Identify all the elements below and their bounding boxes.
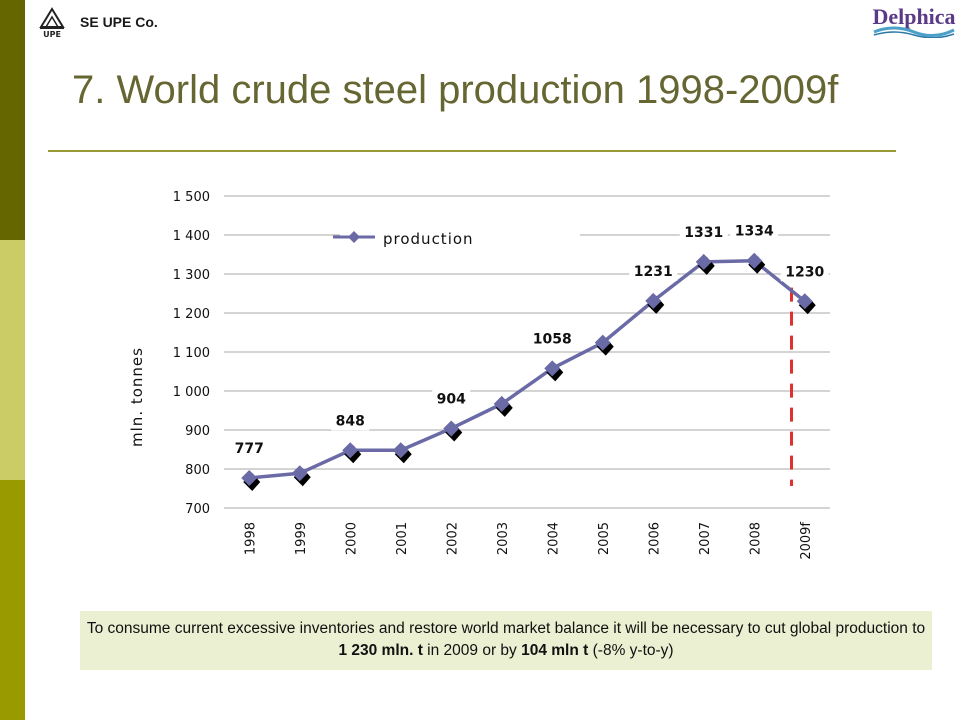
data-point [342, 442, 359, 459]
company-logo-text: UPE [43, 30, 61, 39]
y-axis-ticks: 700 800 900 1 000 1 100 1 200 1 300 1 400 1 500 [173, 190, 210, 517]
data-label: 1231 [634, 264, 673, 280]
wave-icon [873, 26, 955, 38]
series-line [249, 258, 806, 480]
data-point [594, 334, 611, 351]
x-tick-label: 2003 [496, 522, 511, 555]
x-tick-label: 2009f [799, 522, 814, 560]
data-point [291, 465, 308, 482]
brand-name: Delphica [872, 4, 956, 29]
data-point [241, 469, 258, 486]
y-tick-label: 900 [185, 424, 210, 439]
page-title: 7. World crude steel production 1998-200… [72, 68, 839, 112]
data-label: 1331 [684, 225, 723, 241]
y-tick-label: 1 000 [173, 385, 210, 400]
series-production [241, 252, 816, 491]
x-tick-label: 2008 [748, 522, 763, 555]
y-tick-label: 700 [185, 502, 210, 517]
data-label: 777 [235, 441, 264, 457]
data-point [695, 253, 712, 270]
data-point [392, 442, 409, 459]
x-tick-label: 1999 [294, 522, 309, 555]
x-tick-label: 2002 [445, 522, 460, 555]
data-label: 1334 [735, 224, 774, 240]
legend-label: production [383, 230, 474, 248]
brand-logo: Delphica [872, 4, 956, 38]
data-label-bg [780, 261, 829, 282]
data-label-bg [331, 410, 370, 431]
x-axis-ticks: 1998 1999 2000 2001 2002 2003 2004 2005 2006 2007… [243, 522, 814, 560]
data-label: 848 [336, 413, 365, 429]
x-tick-label: 2005 [597, 522, 612, 555]
legend: production [333, 226, 580, 250]
y-axis-label: mln. tonnes [128, 347, 146, 447]
data-point [443, 420, 460, 437]
data-label: 1058 [533, 331, 572, 347]
data-label-bg [528, 328, 577, 349]
data-point [544, 360, 561, 377]
y-tick-label: 1 500 [173, 190, 210, 205]
title-divider [48, 150, 896, 152]
y-tick-label: 1 100 [173, 346, 210, 361]
data-label: 1230 [785, 264, 824, 280]
note-text-3: (-8% y-to-y) [588, 642, 674, 659]
company-logo-icon: UPE [39, 7, 65, 39]
company-name: SE UPE Co. [80, 14, 158, 30]
side-bar-dark [0, 0, 25, 240]
side-bar-light [0, 240, 25, 480]
data-point [645, 292, 662, 309]
y-tick-label: 800 [185, 463, 210, 478]
x-tick-label: 2004 [546, 522, 561, 555]
side-bar-olive [0, 480, 25, 720]
data-point [796, 293, 813, 310]
data-label-bg [730, 220, 779, 241]
note-bold-2: 104 mln t [521, 642, 589, 659]
note-text-2: in 2009 or by [422, 642, 522, 659]
data-label: 904 [437, 391, 466, 407]
note-text-1: To consume current excessive inventories… [86, 620, 926, 637]
data-label-bg [432, 388, 471, 409]
x-tick-label: 2006 [647, 522, 662, 555]
x-tick-label: 2001 [395, 522, 410, 555]
gridlines [224, 195, 830, 509]
legend-marker [348, 231, 360, 243]
note-bold-1: 1 230 mln. t [338, 642, 423, 659]
x-tick-label: 2007 [698, 522, 713, 555]
x-tick-label: 1998 [243, 522, 258, 555]
data-labels: 777 848 904 1058 1231 1331 1334 1230 [230, 220, 829, 458]
y-tick-label: 1 400 [173, 229, 210, 244]
data-label-bg [629, 260, 678, 281]
y-tick-label: 1 300 [173, 268, 210, 283]
note-box: To consume current excessive inventories… [80, 611, 932, 670]
data-label-bg [230, 437, 269, 458]
x-tick-label: 2000 [344, 522, 359, 555]
data-point [746, 252, 763, 269]
data-label-bg [679, 221, 728, 242]
y-tick-label: 1 200 [173, 307, 210, 322]
data-point [493, 395, 510, 412]
